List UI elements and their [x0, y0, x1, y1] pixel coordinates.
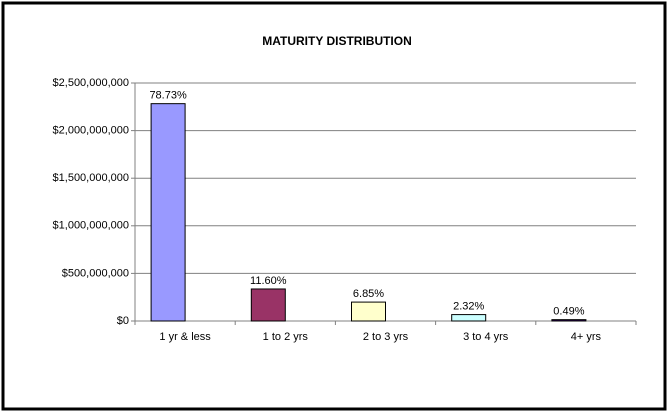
chart-title: MATURITY DISTRIBUTION	[262, 34, 412, 48]
bar	[451, 314, 487, 322]
data-label: 6.85%	[353, 288, 384, 300]
y-tick-label: $0	[117, 315, 129, 327]
x-tick-label: 1 yr & less	[159, 331, 211, 343]
bar	[150, 103, 186, 322]
y-tick-label: $500,000,000	[62, 267, 129, 279]
y-tick-label: $2,000,000,000	[53, 125, 129, 137]
bar	[351, 301, 386, 322]
bar	[250, 288, 286, 322]
data-label: 2.32%	[453, 301, 484, 313]
data-label: 0.49%	[553, 306, 584, 318]
x-tick-label: 4+ yrs	[571, 331, 602, 343]
y-tick-label: $2,500,000,000	[53, 77, 129, 89]
x-tick-label: 1 to 2 yrs	[263, 331, 309, 343]
x-tick-label: 3 to 4 yrs	[463, 331, 509, 343]
y-tick-label: $1,000,000,000	[53, 220, 129, 232]
bar	[551, 319, 587, 322]
data-label: 11.60%	[250, 275, 287, 287]
y-tick-label: $1,500,000,000	[53, 172, 129, 184]
x-tick-label: 2 to 3 yrs	[363, 331, 409, 343]
data-label: 78.73%	[149, 90, 187, 102]
